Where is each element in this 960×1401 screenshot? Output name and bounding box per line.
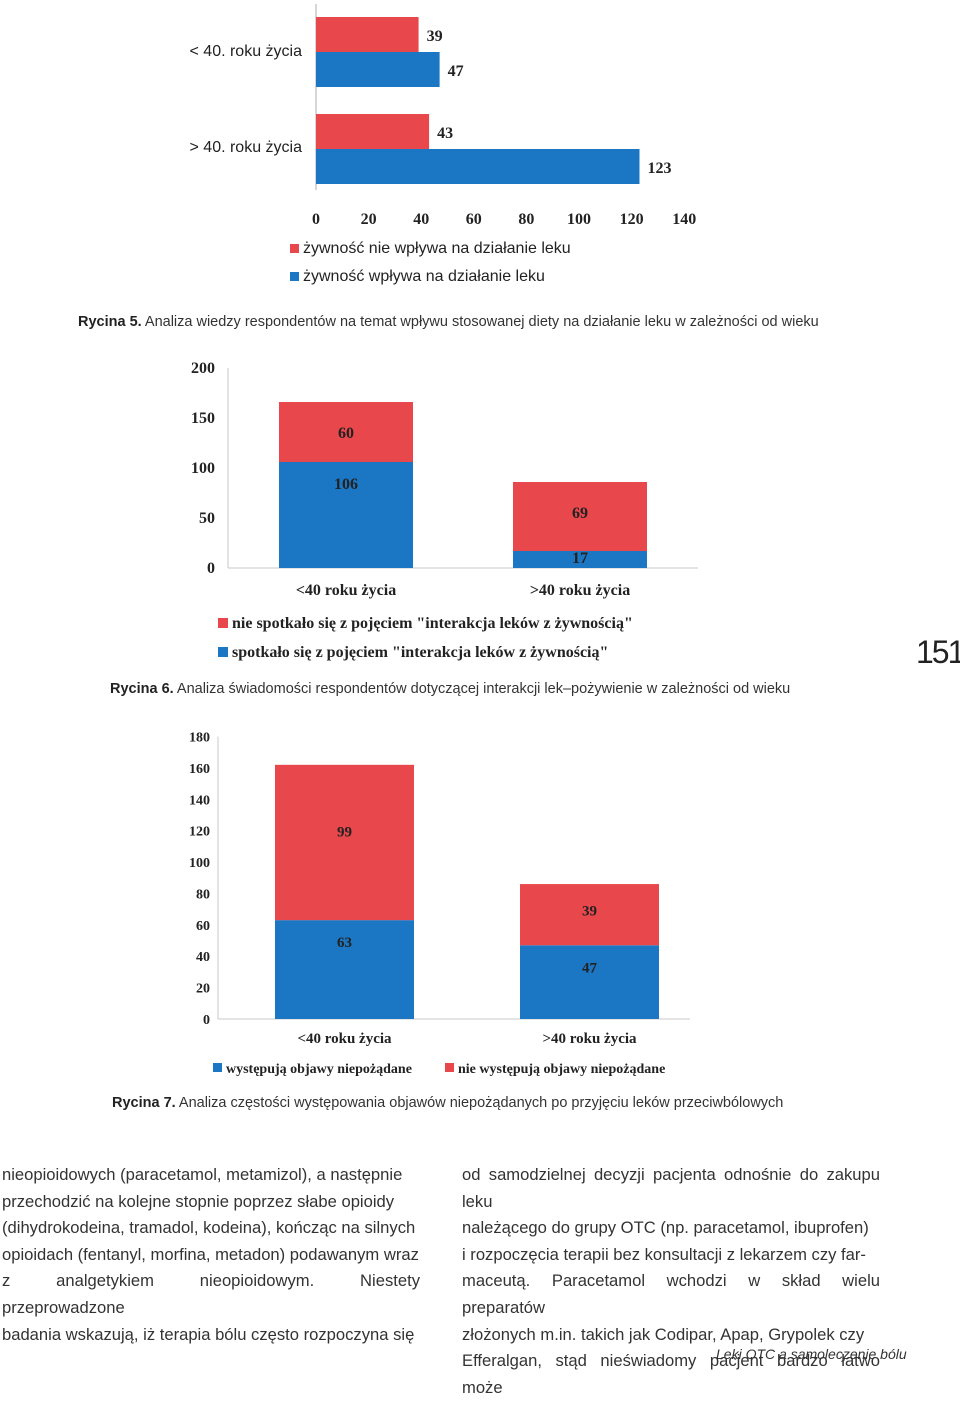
caption-fig7: Rycina 7. Analiza częstości występowania… — [112, 1095, 783, 1111]
y-tick-label: 120 — [189, 825, 210, 840]
y-tick-label: 160 — [189, 762, 210, 777]
data-label: 47 — [582, 960, 598, 976]
bar-blue — [520, 945, 659, 1019]
caption-fig6-label: Rycina 6. — [110, 681, 174, 697]
body-column-left: nieopioidowych (paracetamol, metamizol),… — [2, 1162, 420, 1348]
body-line: badania wskazują, iż terapia bólu często… — [2, 1324, 415, 1344]
body-line: z analgetykiem nieopioidowym. Niestety p… — [2, 1271, 420, 1317]
x-tick-label: 140 — [672, 211, 696, 228]
caption-fig5-label: Rycina 5. — [78, 314, 142, 330]
data-label: 106 — [334, 476, 358, 493]
body-line: należącego do grupy OTC (np. paracetamol… — [462, 1218, 869, 1238]
y-tick-label: 100 — [189, 856, 210, 871]
category-label: <40 roku życia — [296, 582, 396, 599]
body-line: od samodzielnej decyzji pacjenta odnośni… — [462, 1165, 880, 1211]
category-label: >40 roku życia — [530, 582, 630, 599]
y-tick-label: 20 — [196, 982, 210, 997]
legend-swatch — [213, 1063, 222, 1072]
legend-swatch — [445, 1063, 454, 1072]
data-label: 43 — [437, 125, 453, 142]
y-tick-label: 150 — [191, 410, 215, 427]
legend-swatch — [290, 244, 299, 253]
data-label: 17 — [572, 550, 588, 567]
chart-fig7: 0 20 40 60 80 100 120 140 160 180 63 99 <40 roku życ… — [189, 731, 690, 1077]
bar-red — [513, 482, 647, 551]
caption-fig5: Rycina 5. Analiza wiedzy respondentów na… — [78, 314, 819, 330]
x-tick-label: 80 — [518, 211, 534, 228]
category-label: >40 roku życia — [542, 1031, 637, 1047]
body-line: opioidach (fentanyl, morfina, metadon) p… — [2, 1244, 419, 1264]
data-label: 99 — [337, 825, 352, 841]
bar-blue — [316, 52, 440, 87]
y-tick-label: 140 — [189, 793, 210, 808]
caption-fig6-text: Analiza świadomości respondentów dotyczą… — [173, 681, 791, 697]
body-line: (dihydrokodeina, tramadol, kodeina), koń… — [2, 1218, 416, 1238]
data-label: 47 — [448, 63, 464, 80]
y-tick-label: 0 — [203, 1013, 210, 1028]
legend-swatch — [218, 647, 228, 657]
y-tick-label: 60 — [196, 919, 210, 934]
body-line: maceutą. Paracetamol wchodzi w skład wie… — [462, 1271, 880, 1317]
y-tick-label: 200 — [191, 360, 215, 377]
body-line: i rozpoczęcia terapii bez konsultacji z … — [462, 1244, 866, 1264]
x-tick-label: 60 — [466, 211, 482, 228]
y-tick-label: 40 — [196, 950, 210, 965]
caption-fig7-text: Analiza częstości występowania objawów n… — [175, 1095, 784, 1111]
caption-fig5-text: Analiza wiedzy respondentów na temat wpł… — [141, 314, 819, 330]
legend-swatch — [290, 272, 299, 281]
bar-blue — [275, 920, 414, 1019]
x-tick-label: 20 — [361, 211, 377, 228]
body-line: nieopioidowych (paracetamol, metamizol),… — [2, 1165, 403, 1184]
legend-label: nie spotkało się z pojęciem "interakcja … — [232, 615, 633, 632]
legend-label: występują objawy niepożądane — [226, 1062, 412, 1077]
y-tick-label: 100 — [191, 460, 215, 477]
data-label: 63 — [337, 935, 352, 951]
category-label: <40 roku życia — [297, 1031, 392, 1047]
caption-fig7-label: Rycina 7. — [112, 1095, 176, 1111]
body-line: przechodzić na kolejne stopnie poprzez s… — [2, 1191, 395, 1211]
body-column-right: od samodzielnej decyzji pacjenta odnośni… — [462, 1162, 880, 1401]
y-tick-label: 180 — [189, 731, 210, 746]
data-label: 39 — [427, 28, 443, 45]
chart-fig6: 0 50 100 150 200 106 60 <40 roku życia 17 69 >40 r… — [191, 360, 698, 661]
data-label: 39 — [582, 903, 597, 919]
x-tick-label: 40 — [413, 211, 429, 228]
x-tick-label: 120 — [620, 211, 644, 228]
bar-blue — [316, 149, 640, 184]
running-footer: Leki OTC a samoleczenie bólu — [716, 1346, 907, 1362]
data-label: 69 — [572, 505, 588, 522]
chart-fig5: < 40. roku życia 39 47 > 40. roku życia 43 12… — [190, 4, 696, 285]
category-label: > 40. roku życia — [190, 139, 303, 156]
bar-red — [279, 402, 413, 462]
y-tick-label: 80 — [196, 887, 210, 902]
legend-label: nie występują objawy niepożądane — [458, 1062, 665, 1077]
x-tick-label: 0 — [312, 211, 320, 228]
y-tick-label: 50 — [199, 510, 215, 527]
category-label: < 40. roku życia — [190, 43, 303, 60]
bar-blue — [513, 551, 647, 568]
bar-red — [275, 764, 414, 921]
body-line: złożonych m.in. takich jak Codipar, Apap… — [462, 1324, 865, 1344]
legend-label: żywność wpływa na działanie leku — [303, 268, 545, 285]
data-label: 123 — [647, 160, 671, 177]
bar-blue — [279, 462, 413, 568]
y-tick-label: 0 — [207, 560, 215, 577]
data-label: 60 — [338, 425, 354, 442]
bar-red — [520, 884, 659, 946]
legend-label: spotkało się z pojęciem "interakcja lekó… — [232, 644, 608, 661]
legend-swatch — [218, 618, 228, 628]
caption-fig6: Rycina 6. Analiza świadomości respondent… — [110, 681, 790, 697]
bar-red — [316, 114, 430, 149]
bar-red — [316, 17, 419, 52]
page-number: 151 — [916, 634, 960, 670]
legend-label: żywność nie wpływa na działanie leku — [303, 240, 571, 257]
x-tick-label: 100 — [567, 211, 591, 228]
